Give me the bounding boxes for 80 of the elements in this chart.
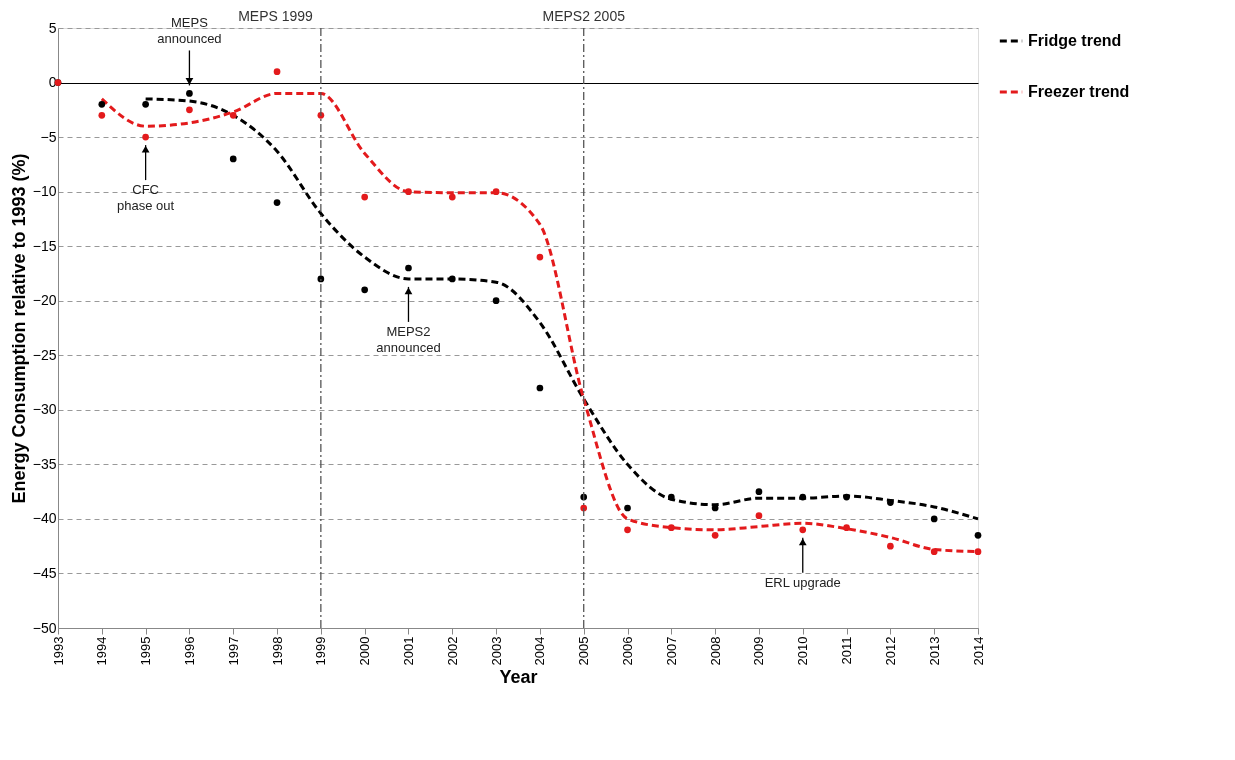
point xyxy=(98,111,106,119)
point xyxy=(887,499,894,506)
legend-label: Freezer trend xyxy=(1028,83,1130,100)
point xyxy=(142,101,149,108)
y-tick-label: −10 xyxy=(32,183,57,200)
x-tick-label: 2005 xyxy=(576,636,592,666)
point xyxy=(624,504,631,512)
point xyxy=(361,193,369,201)
y-tick-label: −40 xyxy=(32,510,57,527)
x-tick-label: 2011 xyxy=(839,636,855,665)
point xyxy=(186,90,193,97)
point xyxy=(843,524,850,531)
y-tick-label: 5 xyxy=(48,19,57,36)
point xyxy=(624,526,631,534)
annotation: CFC phase out xyxy=(117,182,175,214)
y-tick-label: −25 xyxy=(32,346,57,363)
x-tick-label: 2014 xyxy=(970,636,986,666)
x-tick-label: 2006 xyxy=(620,636,636,666)
ref-line-label: MEPS2 2005 xyxy=(542,8,626,24)
x-tick-label: 1997 xyxy=(225,636,241,666)
x-axis-title: Year xyxy=(499,667,538,688)
point xyxy=(229,111,237,119)
point xyxy=(448,275,456,283)
y-tick-label: −15 xyxy=(32,237,57,254)
x-tick-label: 2007 xyxy=(663,636,679,666)
point xyxy=(142,133,149,141)
y-tick-label: −35 xyxy=(32,455,57,472)
x-tick-label: 2004 xyxy=(532,636,548,666)
x-tick-label: 2003 xyxy=(488,636,504,666)
point xyxy=(799,493,807,501)
x-tick-label: 2013 xyxy=(926,636,942,666)
point xyxy=(974,548,982,555)
point xyxy=(536,253,544,261)
x-tick-label: 1998 xyxy=(269,636,285,666)
point xyxy=(405,188,412,195)
point xyxy=(361,286,369,294)
x-tick-label: 1993 xyxy=(50,636,66,666)
annotation: MEPS2 announced xyxy=(376,323,441,355)
ref-line-label: MEPS 1999 xyxy=(238,8,314,24)
point xyxy=(843,493,850,501)
point xyxy=(492,297,500,305)
y-tick-label: −30 xyxy=(32,401,57,418)
x-tick-label: 2010 xyxy=(795,636,811,666)
point xyxy=(667,493,675,501)
x-tick-label: 1994 xyxy=(94,636,110,666)
point xyxy=(273,68,281,75)
point xyxy=(98,101,106,108)
point xyxy=(186,106,193,114)
point xyxy=(930,515,938,523)
x-tick-label: 1996 xyxy=(181,636,197,666)
x-tick-label: 2001 xyxy=(400,636,416,666)
x-tick-label: 2000 xyxy=(357,636,373,666)
y-tick-label: −5 xyxy=(40,128,57,145)
point xyxy=(448,193,456,201)
x-tick-label: 1995 xyxy=(138,636,154,666)
point xyxy=(229,155,237,163)
point xyxy=(930,548,938,555)
point xyxy=(711,531,719,539)
y-axis-title: Energy Consumption relative to 1993 (%) xyxy=(8,153,29,504)
point xyxy=(667,524,675,531)
y-tick-label: −45 xyxy=(32,564,57,581)
point xyxy=(755,488,763,495)
point xyxy=(755,512,763,519)
point xyxy=(974,531,982,539)
legend-label: Fridge trend xyxy=(1028,32,1122,49)
y-tick-label: −20 xyxy=(32,292,57,309)
point xyxy=(887,542,894,550)
annotation: ERL upgrade xyxy=(764,574,841,590)
point xyxy=(536,384,544,392)
x-tick-label: 2002 xyxy=(444,636,460,666)
x-tick-label: 1999 xyxy=(313,636,329,666)
x-tick-label: 2009 xyxy=(751,636,767,666)
point xyxy=(273,199,281,206)
point xyxy=(405,264,412,272)
x-tick-label: 2008 xyxy=(707,636,723,666)
point xyxy=(492,188,500,195)
x-tick-label: 2012 xyxy=(882,636,898,666)
annotation: MEPS announced xyxy=(157,15,222,47)
point xyxy=(799,526,807,534)
y-tick-label: −50 xyxy=(32,619,57,636)
